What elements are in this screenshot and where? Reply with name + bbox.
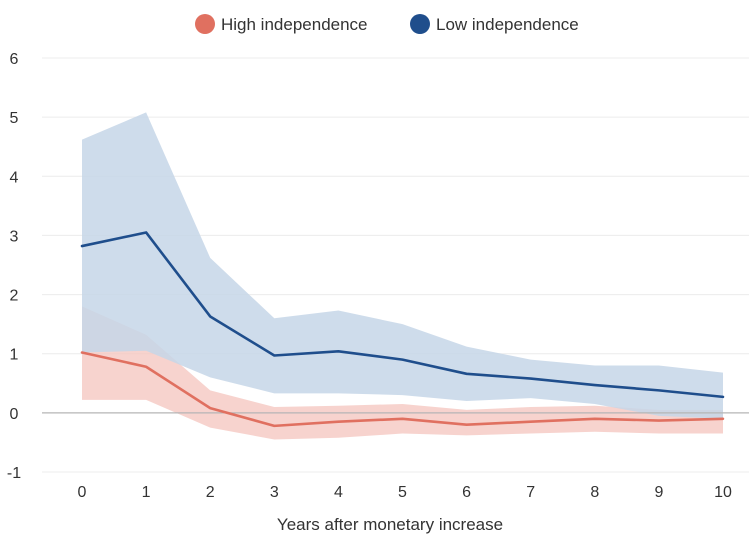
x-tick-label: 0	[78, 484, 87, 501]
confidence-band-high-independence	[82, 306, 723, 440]
y-tick-label: 0	[10, 406, 19, 423]
y-axis-ticks: -1 0 1 2 3 4 5 6	[7, 51, 21, 482]
legend-label: High independence	[221, 15, 368, 34]
legend-item-high-independence: High independence	[195, 14, 368, 34]
confidence-band-low-independence	[82, 112, 723, 419]
y-tick-label: -1	[7, 465, 21, 482]
x-tick-label: 9	[654, 484, 663, 501]
y-tick-label: 2	[10, 288, 19, 305]
x-tick-label: 6	[462, 484, 471, 501]
y-tick-label: 1	[10, 347, 19, 364]
series-lines	[80, 231, 725, 428]
x-tick-label: 7	[526, 484, 535, 501]
y-tick-label: 3	[10, 228, 19, 245]
x-tick-label: 5	[398, 484, 407, 501]
y-tick-label: 6	[10, 51, 19, 68]
legend-swatch	[410, 14, 430, 34]
x-axis-ticks: 0 1 2 3 4 5 6 7 8 9 10	[78, 484, 732, 501]
series-line-low-independence	[80, 231, 725, 399]
x-tick-label: 10	[714, 484, 732, 501]
legend-label: Low independence	[436, 15, 579, 34]
x-tick-label: 8	[590, 484, 599, 501]
series-line-high-independence	[80, 351, 725, 428]
legend-swatch	[195, 14, 215, 34]
y-tick-label: 4	[10, 169, 19, 186]
y-tick-label: 5	[10, 110, 19, 127]
legend: High independence Low independence	[195, 14, 579, 34]
x-tick-label: 3	[270, 484, 279, 501]
x-tick-label: 1	[142, 484, 151, 501]
confidence-bands	[82, 112, 723, 440]
legend-item-low-independence: Low independence	[410, 14, 579, 34]
x-tick-label: 2	[206, 484, 215, 501]
x-tick-label: 4	[334, 484, 343, 501]
x-axis-title: Years after monetary increase	[277, 515, 503, 534]
